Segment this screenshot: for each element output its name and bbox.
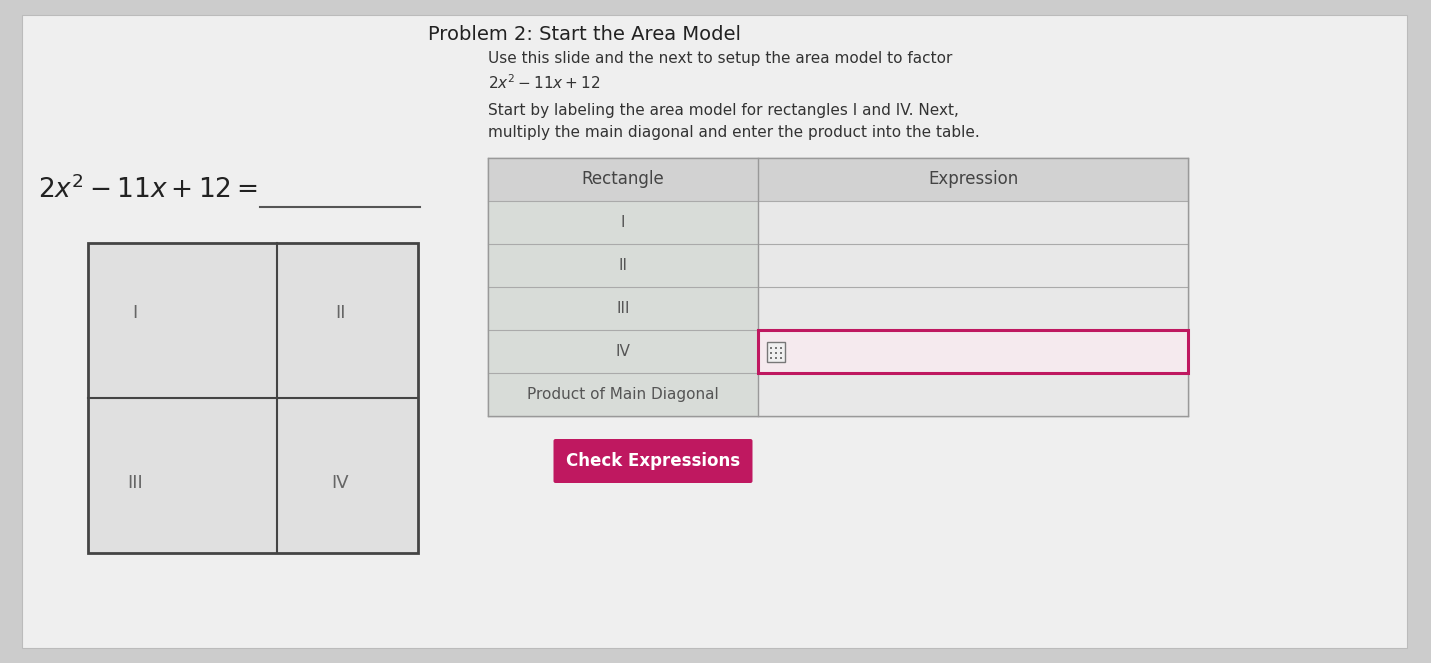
Bar bbox=[776, 351, 777, 353]
Bar bbox=[488, 158, 1188, 201]
Text: Check Expressions: Check Expressions bbox=[565, 452, 740, 470]
Bar bbox=[87, 243, 418, 553]
Text: III: III bbox=[617, 301, 630, 316]
Bar bbox=[87, 243, 418, 553]
Text: I: I bbox=[621, 215, 625, 230]
Bar bbox=[780, 351, 781, 353]
Bar bbox=[780, 347, 781, 349]
Bar bbox=[488, 244, 758, 287]
Text: Use this slide and the next to setup the area model to factor: Use this slide and the next to setup the… bbox=[488, 51, 953, 66]
Bar bbox=[780, 357, 781, 359]
Text: Start by labeling the area model for rectangles I and IV. Next,: Start by labeling the area model for rec… bbox=[488, 103, 959, 118]
Text: Product of Main Diagonal: Product of Main Diagonal bbox=[527, 387, 718, 402]
Bar bbox=[776, 347, 777, 349]
Bar bbox=[488, 287, 758, 330]
Bar bbox=[488, 330, 758, 373]
Bar bbox=[767, 341, 786, 361]
Bar bbox=[758, 287, 1188, 330]
Bar bbox=[770, 351, 771, 353]
Text: $2x^2 - 11x + 12$: $2x^2 - 11x + 12$ bbox=[488, 73, 601, 91]
Bar bbox=[758, 244, 1188, 287]
Text: Problem 2: Start the Area Model: Problem 2: Start the Area Model bbox=[428, 25, 741, 44]
Text: Rectangle: Rectangle bbox=[581, 170, 664, 188]
Bar bbox=[758, 201, 1188, 244]
Text: I: I bbox=[133, 304, 137, 322]
Text: multiply the main diagonal and enter the product into the table.: multiply the main diagonal and enter the… bbox=[488, 125, 980, 140]
Text: III: III bbox=[127, 474, 143, 492]
Text: IV: IV bbox=[615, 344, 631, 359]
FancyBboxPatch shape bbox=[554, 439, 753, 483]
Bar bbox=[488, 158, 1188, 416]
Text: IV: IV bbox=[332, 474, 349, 492]
Bar bbox=[488, 201, 758, 244]
Text: Expression: Expression bbox=[927, 170, 1017, 188]
Text: $2x^2 - 11x + 12 =$: $2x^2 - 11x + 12 =$ bbox=[39, 174, 258, 203]
Bar bbox=[770, 357, 771, 359]
Text: II: II bbox=[335, 304, 346, 322]
Bar bbox=[776, 357, 777, 359]
Bar bbox=[758, 330, 1188, 373]
Bar bbox=[758, 373, 1188, 416]
Text: II: II bbox=[618, 258, 628, 273]
Bar bbox=[770, 347, 771, 349]
Bar bbox=[758, 330, 1188, 373]
Bar bbox=[488, 373, 758, 416]
